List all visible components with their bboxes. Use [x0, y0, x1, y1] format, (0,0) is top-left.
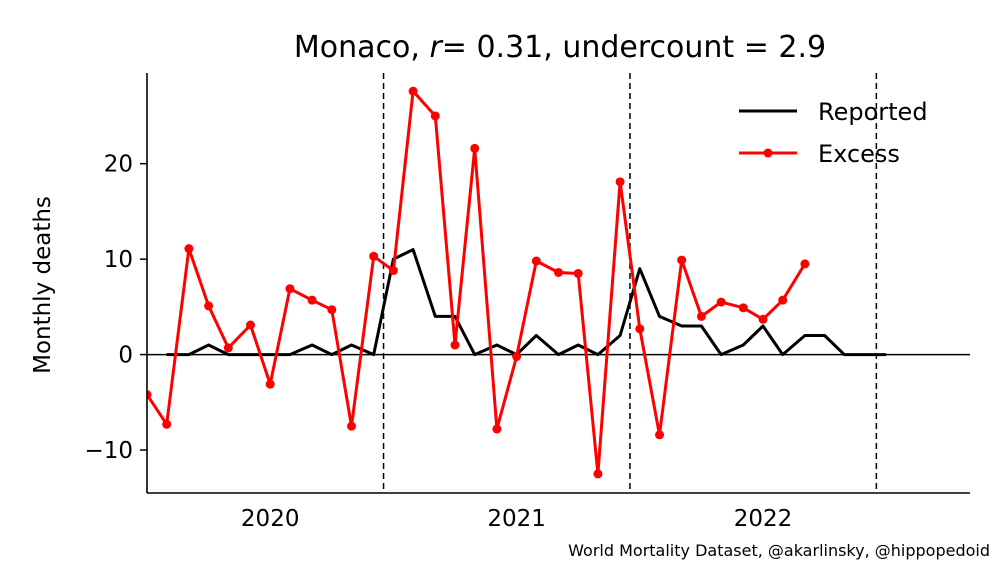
- series-excess-point: [245, 320, 255, 330]
- series-excess-point: [450, 340, 460, 350]
- series-excess-point: [147, 390, 152, 400]
- y-axis-label: Monthly deaths: [30, 196, 56, 374]
- series-excess-point: [512, 352, 522, 361]
- series-excess-point: [778, 295, 788, 305]
- x-tick-label: 2021: [487, 506, 546, 532]
- y-tick-label: 20: [104, 152, 133, 178]
- series-excess-point: [531, 256, 541, 266]
- chart-title-rest: = 0.31, undercount = 2.9: [442, 30, 826, 65]
- series-reported-line: [166, 248, 887, 357]
- series-excess-point: [388, 266, 398, 276]
- plot-inner: [147, 73, 970, 493]
- x-tick-label: 2022: [734, 506, 793, 532]
- series-excess-point: [408, 86, 418, 96]
- series-excess-point: [285, 284, 295, 294]
- credit-text: World Mortality Dataset, @akarlinsky, @h…: [568, 541, 990, 560]
- series-excess-point: [265, 379, 275, 389]
- y-tick-label: 10: [104, 247, 133, 273]
- chart-title-prefix: Monaco,: [294, 30, 430, 65]
- series-excess-point: [716, 297, 726, 307]
- series-excess-point: [327, 305, 337, 315]
- legend-excess-label: Excess: [818, 140, 900, 168]
- series-excess-point: [184, 244, 194, 254]
- chart-title: Monaco, r= 0.31, undercount = 2.9: [294, 30, 826, 65]
- chart-title-r-symbol: r: [429, 30, 443, 65]
- series-excess-point: [204, 301, 214, 311]
- series-excess-point: [635, 324, 645, 334]
- series-excess-point: [347, 421, 357, 431]
- series-excess-point: [554, 268, 563, 277]
- series-excess-point: [223, 343, 233, 353]
- series-excess-point: [655, 430, 665, 440]
- series-excess-point: [307, 295, 317, 305]
- series-excess-point: [470, 143, 480, 153]
- series-excess-point: [615, 177, 625, 187]
- legend-reported-label: Reported: [818, 98, 928, 126]
- legend: Reported Excess: [739, 98, 928, 168]
- legend-excess-marker: [763, 148, 773, 158]
- series-excess-point: [573, 268, 583, 278]
- series-excess-point: [492, 424, 502, 434]
- series-excess-point: [758, 314, 768, 324]
- series-excess-point: [800, 259, 810, 269]
- y-tick-label: −10: [84, 438, 133, 464]
- series-excess-point: [162, 419, 172, 429]
- y-tick-label: 0: [118, 343, 133, 369]
- series-excess-point: [593, 469, 603, 479]
- plot-area: [147, 73, 970, 493]
- series-excess-point: [738, 303, 748, 313]
- series-excess-point: [677, 255, 687, 265]
- series-excess-point: [430, 111, 440, 121]
- series-excess-point: [696, 311, 706, 321]
- x-tick-label: 2020: [241, 506, 300, 532]
- series-excess-point: [369, 251, 379, 261]
